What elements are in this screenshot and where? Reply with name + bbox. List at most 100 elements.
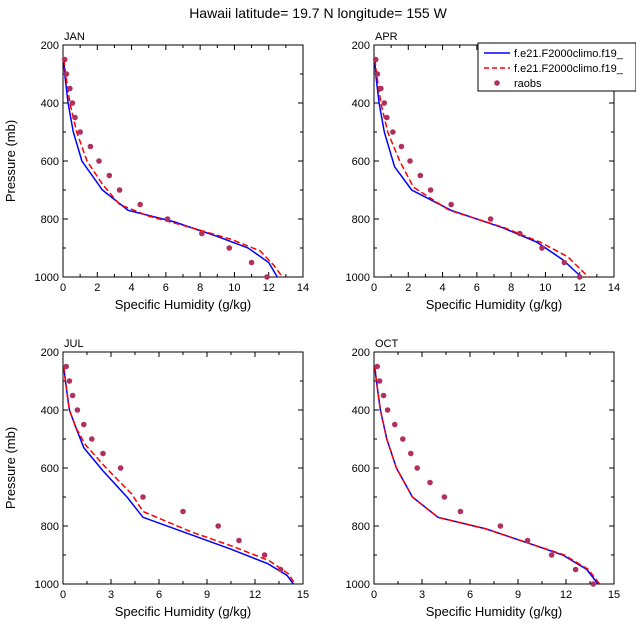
x-tick-label: 6 [163, 282, 169, 294]
raobs-point [427, 187, 434, 193]
y-tick-label: 200 [41, 347, 59, 359]
x-tick-label: 12 [249, 589, 261, 601]
legend-box [477, 42, 636, 92]
series-line-model1 [63, 366, 295, 585]
raobs-point [572, 566, 579, 573]
raobs-point [384, 407, 391, 413]
raobs-point [74, 407, 81, 413]
x-tick-label: 8 [197, 282, 203, 294]
y-axis-label: Pressure (mb) [3, 427, 18, 509]
raobs-point [137, 201, 143, 208]
series-line-model1 [374, 59, 582, 278]
y-tick-label: 400 [352, 405, 370, 417]
raobs-point [69, 392, 76, 399]
raobs-point [180, 508, 186, 515]
x-tick-label: 12 [263, 282, 275, 294]
raobs-point [226, 245, 233, 251]
legend-label-model2: f.e21.F2000climo.f19_ [514, 63, 624, 75]
raobs-point [248, 259, 255, 266]
x-axis-label: Specific Humidity (g/kg) [115, 297, 252, 312]
x-tick-label: 6 [156, 589, 162, 601]
x-tick-label: 3 [108, 589, 114, 601]
y-tick-label: 600 [352, 463, 370, 475]
series-raobs [374, 363, 596, 587]
raobs-point [140, 494, 146, 500]
x-tick-label: 15 [608, 589, 620, 601]
raobs-point [72, 114, 78, 121]
x-tick-label: 14 [297, 282, 309, 294]
raobs-point [380, 392, 387, 399]
series-raobs [372, 56, 583, 280]
raobs-point [497, 523, 504, 529]
x-tick-label: 0 [60, 282, 66, 294]
raobs-point [548, 552, 555, 558]
y-tick-label: 800 [352, 521, 370, 533]
raobs-point [487, 216, 494, 222]
raobs-point [414, 465, 421, 471]
raobs-point [376, 378, 383, 384]
raobs-point [390, 129, 396, 135]
y-tick-label: 400 [352, 98, 370, 110]
x-tick-label: 2 [94, 282, 100, 294]
x-tick-label: 4 [440, 282, 446, 294]
raobs-point [427, 479, 433, 486]
raobs-point [117, 465, 124, 471]
x-tick-label: 12 [574, 282, 586, 294]
raobs-point [374, 71, 381, 77]
x-tick-label: 14 [608, 282, 620, 294]
x-axis-label: Specific Humidity (g/kg) [115, 604, 252, 619]
raobs-point [561, 259, 568, 266]
raobs-point [67, 85, 73, 92]
x-tick-label: 3 [419, 589, 425, 601]
y-tick-label: 1000 [35, 272, 59, 284]
x-tick-label: 15 [297, 589, 309, 601]
x-tick-label: 2 [405, 282, 411, 294]
x-tick-label: 6 [467, 589, 473, 601]
raobs-point [261, 552, 268, 558]
y-tick-label: 800 [41, 521, 59, 533]
y-tick-label: 600 [41, 156, 59, 168]
raobs-point [448, 201, 454, 208]
x-tick-label: 6 [474, 282, 480, 294]
plot-frame [373, 351, 615, 585]
x-tick-label: 0 [371, 282, 377, 294]
panel-jan: JAN 0 2 4 6 8 10 12 14 200 400 600 800 1000 Specific H… [3, 31, 309, 312]
series-line-model1 [63, 59, 278, 278]
x-tick-label: 9 [204, 589, 210, 601]
raobs-point [392, 421, 398, 428]
raobs-point [372, 56, 379, 63]
series-raobs [61, 56, 270, 280]
raobs-point [61, 56, 68, 63]
x-tick-label: 0 [371, 589, 377, 601]
y-tick-label: 600 [352, 156, 370, 168]
y-tick-label: 800 [41, 214, 59, 226]
series-line-model2 [63, 59, 284, 278]
panel-label: OCT [375, 338, 399, 350]
raobs-point [407, 158, 413, 164]
legend-label-model1: f.e21.F2000climo.f19_ [514, 48, 624, 60]
y-tick-label: 1000 [346, 579, 370, 591]
raobs-point [87, 143, 94, 150]
series-raobs [63, 363, 284, 573]
legend: f.e21.F2000climo.f19_ f.e21.F2000climo.f… [477, 42, 636, 92]
y-tick-label: 200 [352, 347, 370, 359]
y-tick-label: 1000 [346, 272, 370, 284]
panel-jul: JUL 0 3 6 9 12 15 200 400 600 800 1000 Specific Humi… [3, 338, 309, 619]
raobs-point [441, 494, 448, 500]
y-tick-label: 400 [41, 405, 59, 417]
raobs-point [96, 158, 102, 164]
raobs-point [215, 523, 221, 529]
raobs-point [264, 274, 270, 280]
raobs-point [81, 421, 87, 428]
raobs-point [100, 450, 106, 457]
y-tick-label: 200 [41, 40, 59, 52]
x-tick-label: 9 [515, 589, 521, 601]
panel-label: JUL [64, 338, 84, 350]
figure-title: Hawaii latitude= 19.7 N longitude= 155 W [189, 5, 447, 21]
y-tick-label: 400 [41, 98, 59, 110]
raobs-point [116, 187, 123, 193]
panel-oct: OCT 0 3 6 9 12 15 200 400 600 800 1000 Specific Humi… [346, 338, 621, 619]
raobs-point [516, 230, 523, 237]
